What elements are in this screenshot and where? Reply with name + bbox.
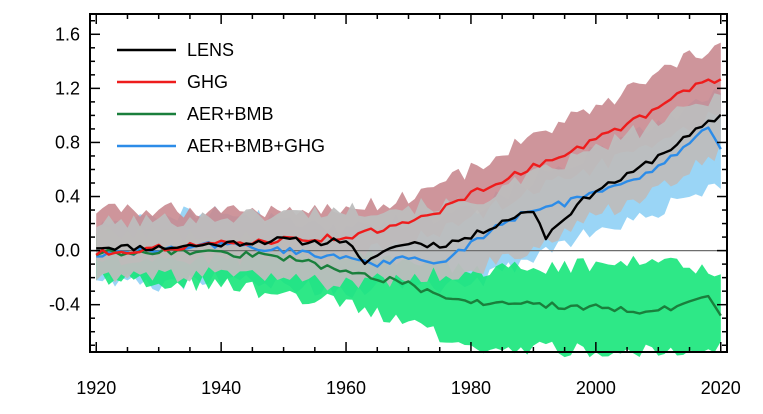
x-tick-label: 2020 xyxy=(701,378,741,398)
x-tick-label: 1920 xyxy=(76,378,116,398)
x-tick-label: 1980 xyxy=(451,378,491,398)
y-tick-label: 1.2 xyxy=(55,78,80,98)
y-tick-label: 0.0 xyxy=(55,241,80,261)
y-tick-label: 0.4 xyxy=(55,187,80,207)
y-tick-label: 1.6 xyxy=(55,24,80,44)
legend-label-aer-bmb: AER+BMB xyxy=(187,104,274,124)
y-tick-label: -0.4 xyxy=(49,295,80,315)
y-tick-label: 0.8 xyxy=(55,132,80,152)
legend-label-lens: LENS xyxy=(187,40,234,60)
legend-label-ghg: GHG xyxy=(187,72,228,92)
x-tick-label: 2000 xyxy=(576,378,616,398)
x-tick-label: 1960 xyxy=(326,378,366,398)
series-line-lens xyxy=(96,113,722,266)
series-line-aer-bmb xyxy=(95,247,722,317)
band-lens xyxy=(96,93,721,291)
legend-label-aer-bmb-ghg: AER+BMB+GHG xyxy=(187,136,325,156)
x-tick-label: 1940 xyxy=(201,378,241,398)
